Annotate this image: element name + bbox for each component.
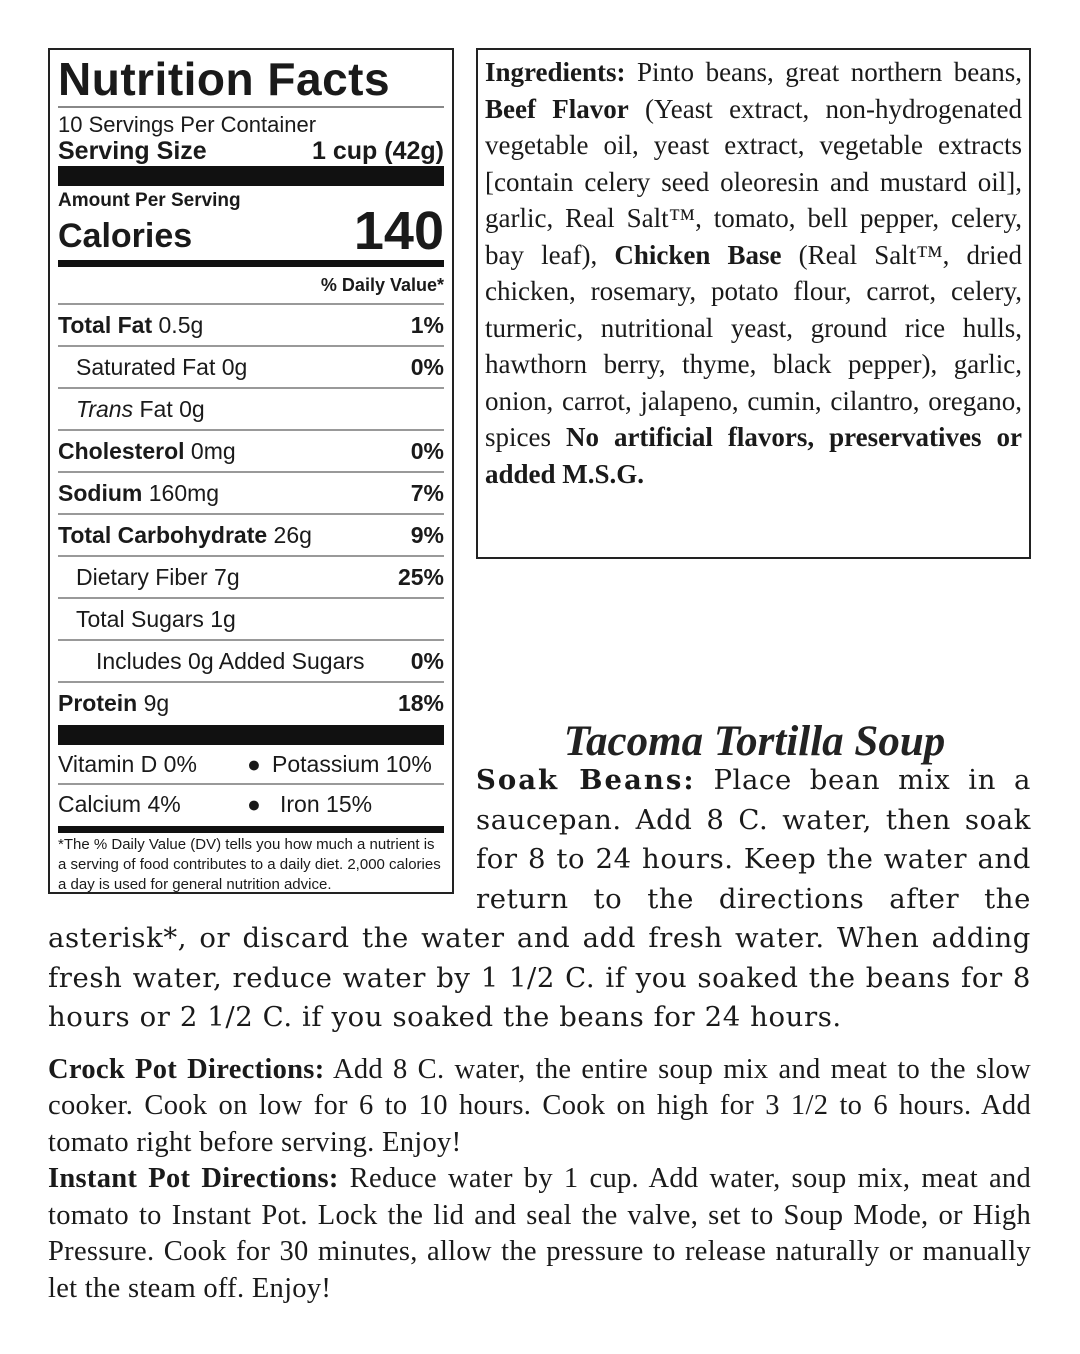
calories-value: 140 bbox=[353, 201, 444, 261]
vitamin-row: Vitamin D 0% ● Potassium 10% bbox=[58, 745, 444, 785]
amount-per-serving: Amount Per Serving bbox=[58, 190, 241, 211]
divider-thick bbox=[58, 725, 444, 745]
nutrient-row: Total Carbohydrate 26g 9% bbox=[58, 515, 444, 557]
recipe-title: Tacoma Tortilla Soup bbox=[563, 718, 946, 765]
nutrition-title: Nutrition Facts bbox=[58, 54, 444, 108]
divider-medium bbox=[58, 826, 444, 833]
servings-per-container: 10 Servings Per Container bbox=[58, 112, 317, 137]
instant-pot-directions: Instant Pot Directions: Reduce water by … bbox=[48, 1163, 1031, 1304]
nutrient-row: Dietary Fiber 7g 25% bbox=[58, 557, 444, 599]
daily-value-header: % Daily Value* bbox=[58, 267, 444, 305]
calories-row: Calories 140 bbox=[58, 204, 444, 258]
nutrient-row: Includes 0g Added Sugars 0% bbox=[58, 641, 444, 683]
nutrition-facts-panel: Nutrition Facts 10 Servings Per Containe… bbox=[48, 48, 454, 894]
nutrient-row: Trans Fat 0g bbox=[58, 389, 444, 431]
nutrient-row: Protein 9g 18% bbox=[58, 690, 444, 716]
divider-medium bbox=[58, 260, 444, 267]
nutrient-row: Total Fat 0.5g 1% bbox=[58, 305, 444, 347]
serving-size-label: Serving Size bbox=[58, 137, 207, 165]
vitamin-row: Calcium 4% ● Iron 15% bbox=[58, 785, 444, 825]
serving-size-value: 1 cup (42g) bbox=[312, 137, 444, 165]
nutrient-row: Sodium 160mg 7% bbox=[58, 473, 444, 515]
crock-pot-directions: Crock Pot Directions: Add 8 C. water, th… bbox=[48, 1053, 1031, 1158]
label-page: Nutrition Facts 10 Servings Per Containe… bbox=[48, 48, 1031, 1307]
footnote: *The % Daily Value (DV) tells you how mu… bbox=[58, 836, 441, 893]
calories-label: Calories bbox=[58, 217, 193, 255]
serving-size: Serving Size 1 cup (42g) bbox=[58, 138, 444, 164]
ingredients-box: Ingredients: Pinto beans, great northern… bbox=[476, 48, 1031, 559]
nutrient-row: Total Sugars 1g bbox=[58, 599, 444, 641]
divider-thick bbox=[58, 166, 444, 186]
nutrient-row: Saturated Fat 0g 0% bbox=[58, 347, 444, 389]
nutrient-row: Cholesterol 0mg 0% bbox=[58, 431, 444, 473]
soak-beans-paragraph: Soak Beans: Place bean mix in a saucepan… bbox=[48, 764, 1031, 1033]
bullet-icon: ● bbox=[247, 791, 261, 817]
bullet-icon: ● bbox=[247, 751, 261, 777]
